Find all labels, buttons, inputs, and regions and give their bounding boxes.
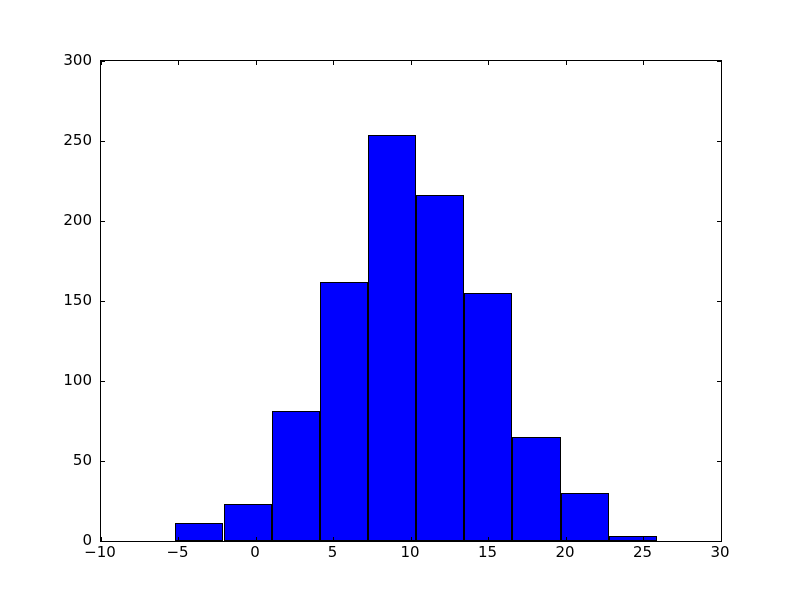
y-tick-label: 300 — [63, 51, 92, 69]
x-tick-mark-bottom — [178, 537, 179, 541]
x-tick-label: 30 — [710, 543, 730, 561]
y-tick-label: 0 — [82, 531, 92, 549]
x-tick-label: 15 — [477, 543, 498, 561]
x-tick-mark-top — [333, 61, 334, 65]
plot-area — [100, 60, 722, 542]
y-tick-label: 200 — [63, 211, 92, 229]
histogram-bar — [271, 411, 320, 541]
histogram-bar — [512, 437, 561, 541]
y-tick-mark-right — [717, 460, 721, 462]
x-tick-mark-top — [720, 61, 722, 65]
x-tick-label: −5 — [166, 543, 189, 561]
y-tick-mark-right — [717, 300, 721, 302]
y-tick-mark-left — [101, 460, 105, 462]
y-tick-mark-right — [717, 60, 721, 62]
x-tick-mark-bottom — [333, 537, 334, 541]
histogram-bar — [223, 504, 272, 541]
y-tick-mark-right — [717, 380, 721, 382]
x-tick-mark-top — [488, 61, 489, 65]
histogram-bar — [464, 293, 513, 541]
y-tick-mark-left — [101, 140, 105, 142]
y-tick-label: 50 — [72, 451, 92, 469]
x-tick-mark-top — [178, 61, 179, 65]
y-tick-mark-right — [717, 220, 721, 222]
y-tick-mark-left — [101, 220, 105, 222]
histogram-bar — [319, 281, 368, 541]
y-tick-label: 250 — [63, 131, 92, 149]
x-tick-mark-bottom — [565, 537, 567, 541]
x-tick-mark-top — [565, 61, 567, 65]
y-tick-mark-left — [101, 60, 105, 62]
histogram-bar — [367, 134, 417, 541]
histogram-bar — [416, 195, 465, 541]
x-tick-mark-top — [255, 61, 257, 65]
x-tick-label: 10 — [400, 543, 420, 561]
y-tick-mark-right — [717, 140, 721, 142]
x-tick-label: 20 — [555, 543, 575, 561]
histogram-bar — [560, 493, 609, 541]
x-tick-mark-bottom — [100, 537, 102, 541]
x-tick-mark-bottom — [643, 537, 644, 541]
x-tick-label: 25 — [632, 543, 653, 561]
x-tick-mark-bottom — [410, 537, 412, 541]
histogram-bar — [175, 523, 224, 541]
x-tick-label: −10 — [84, 543, 116, 561]
histogram-bar — [608, 536, 657, 541]
y-tick-mark-left — [101, 380, 105, 382]
x-tick-mark-bottom — [720, 537, 722, 541]
y-tick-mark-left — [101, 300, 105, 302]
x-tick-mark-bottom — [488, 537, 489, 541]
y-tick-label: 100 — [63, 371, 92, 389]
x-tick-mark-top — [100, 61, 102, 65]
x-tick-label: 0 — [250, 543, 260, 561]
y-tick-mark-right — [717, 540, 721, 542]
x-tick-mark-top — [643, 61, 644, 65]
x-tick-mark-bottom — [255, 537, 257, 541]
x-tick-mark-top — [410, 61, 412, 65]
y-tick-mark-left — [101, 540, 105, 542]
y-tick-label: 150 — [63, 291, 92, 309]
x-tick-label: 5 — [327, 543, 338, 561]
